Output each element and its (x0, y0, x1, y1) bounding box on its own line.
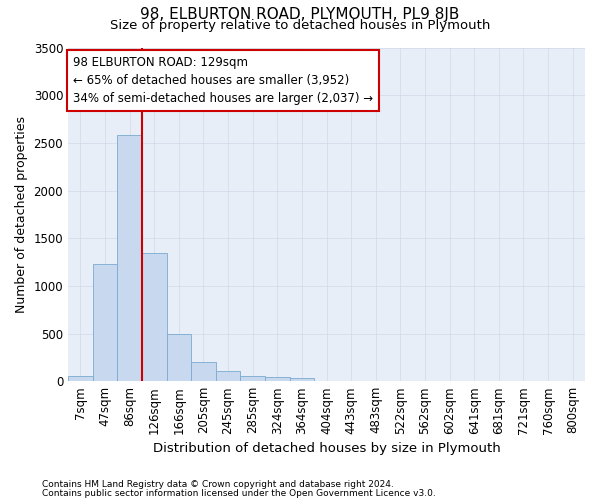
Bar (265, 377, 290, 381)
Bar (117, 135, 142, 381)
Text: Contains HM Land Registry data © Crown copyright and database right 2024.: Contains HM Land Registry data © Crown c… (42, 480, 394, 489)
Bar (216, 370, 241, 381)
X-axis label: Distribution of detached houses by size in Plymouth: Distribution of detached houses by size … (152, 442, 500, 455)
Bar (191, 362, 216, 381)
Bar (241, 376, 265, 381)
Text: 98 ELBURTON ROAD: 129sqm
← 65% of detached houses are smaller (3,952)
34% of sem: 98 ELBURTON ROAD: 129sqm ← 65% of detach… (73, 56, 373, 105)
Text: 98, ELBURTON ROAD, PLYMOUTH, PL9 8JB: 98, ELBURTON ROAD, PLYMOUTH, PL9 8JB (140, 8, 460, 22)
Bar (92, 264, 117, 381)
Bar (290, 378, 314, 381)
Text: Size of property relative to detached houses in Plymouth: Size of property relative to detached ho… (110, 19, 490, 32)
Text: Contains public sector information licensed under the Open Government Licence v3: Contains public sector information licen… (42, 488, 436, 498)
Bar (68, 376, 92, 381)
Bar (142, 254, 167, 381)
Bar (167, 334, 191, 381)
Y-axis label: Number of detached properties: Number of detached properties (15, 116, 28, 313)
